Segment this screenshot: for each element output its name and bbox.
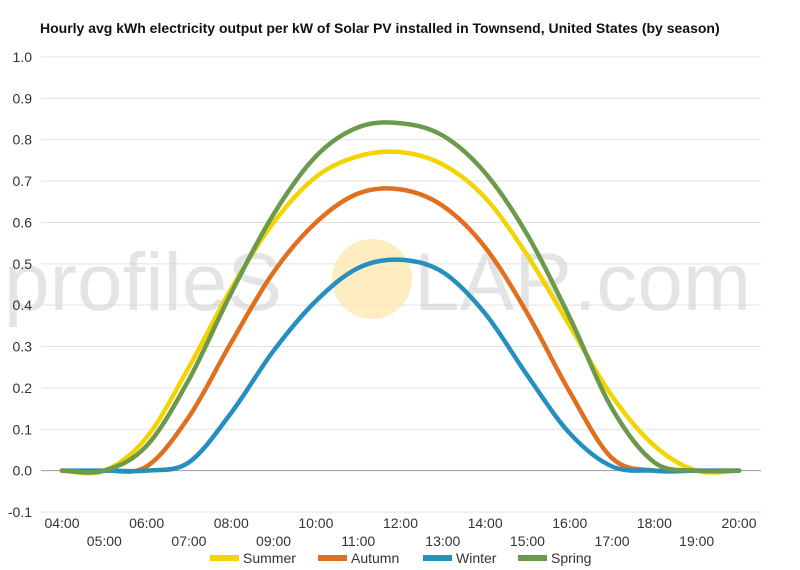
x-tick-label: 14:00 bbox=[468, 515, 503, 531]
legend-swatch-autumn bbox=[318, 555, 347, 561]
x-tick-label: 05:00 bbox=[87, 533, 122, 549]
y-tick-label: 1.0 bbox=[13, 49, 33, 65]
x-tick-label: 06:00 bbox=[129, 515, 164, 531]
x-tick-label: 11:00 bbox=[341, 533, 375, 549]
y-tick-label: 0.0 bbox=[13, 463, 33, 479]
x-tick-label: 04:00 bbox=[44, 515, 79, 531]
legend-label-winter: Winter bbox=[456, 550, 497, 566]
y-tick-label: 0.4 bbox=[13, 297, 33, 313]
x-tick-label: 13:00 bbox=[425, 533, 460, 549]
legend-label-summer: Summer bbox=[243, 550, 296, 566]
y-tick-label: 0.7 bbox=[13, 173, 33, 189]
x-tick-label: 09:00 bbox=[256, 533, 291, 549]
legend: Summer Autumn Winter Spring bbox=[210, 550, 591, 566]
legend-label-autumn: Autumn bbox=[351, 550, 399, 566]
legend-label-spring: Spring bbox=[551, 550, 591, 566]
y-axis: -0.1 0.0 0.1 0.2 0.3 0.4 0.5 0.6 0.7 0.8 0.9 1.0 bbox=[8, 49, 32, 520]
series-lines bbox=[59, 120, 742, 476]
x-tick-label: 20:00 bbox=[721, 515, 756, 531]
x-tick-label: 10:00 bbox=[298, 515, 333, 531]
series-line-winter bbox=[59, 257, 742, 474]
y-tick-label: 0.6 bbox=[13, 214, 33, 230]
series-line-summer bbox=[59, 149, 742, 476]
y-tick-label: 0.8 bbox=[13, 132, 33, 148]
y-tick-label: 0.5 bbox=[13, 256, 33, 272]
legend-swatch-spring bbox=[518, 555, 547, 561]
legend-swatch-summer bbox=[210, 555, 239, 561]
x-tick-label: 15:00 bbox=[510, 533, 545, 549]
x-tick-label: 07:00 bbox=[171, 533, 206, 549]
legend-swatch-winter bbox=[423, 555, 452, 561]
watermark-text-left: profileS bbox=[4, 237, 282, 328]
series-line-autumn bbox=[59, 186, 742, 474]
x-tick-label: 18:00 bbox=[637, 515, 672, 531]
x-tick-label: 17:00 bbox=[595, 533, 630, 549]
y-tick-label: 0.9 bbox=[13, 90, 33, 106]
y-tick-label: 0.1 bbox=[13, 421, 33, 437]
x-tick-label: 12:00 bbox=[383, 515, 418, 531]
x-tick-label: 08:00 bbox=[214, 515, 249, 531]
y-tick-label: 0.2 bbox=[13, 380, 33, 396]
x-tick-label: 16:00 bbox=[552, 515, 587, 531]
watermark: profileS LAR.com bbox=[4, 237, 751, 328]
x-tick-label: 19:00 bbox=[679, 533, 714, 549]
x-axis: 04:00 05:00 06:00 07:00 08:00 09:00 10:00 11:00… bbox=[44, 515, 756, 549]
series-line-spring bbox=[59, 120, 742, 475]
watermark-text-right: LAR.com bbox=[414, 237, 751, 328]
y-tick-label: 0.3 bbox=[13, 339, 33, 355]
chart-title: Hourly avg kWh electricity output per kW… bbox=[40, 20, 720, 36]
y-tick-label: -0.1 bbox=[8, 504, 32, 520]
